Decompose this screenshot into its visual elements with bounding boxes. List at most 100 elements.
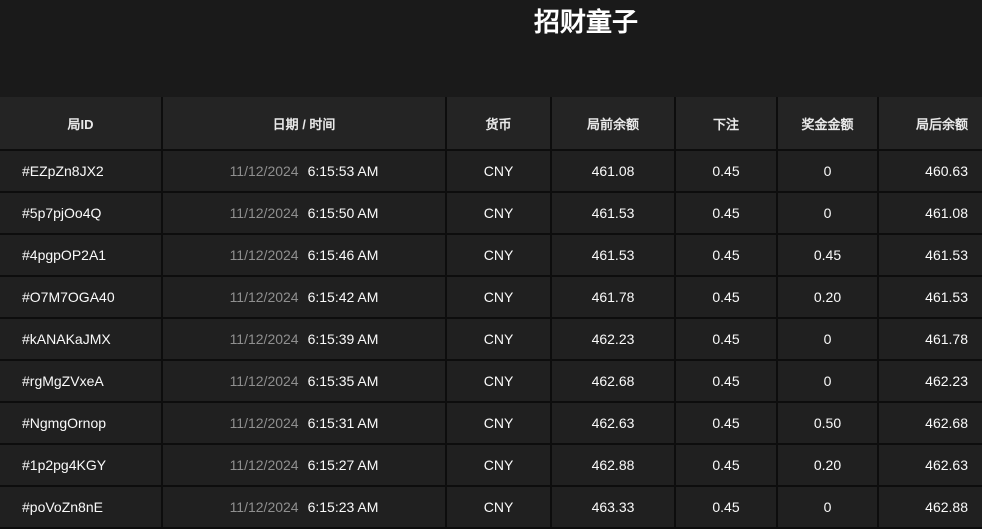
date-text: 11/12/2024	[229, 499, 299, 515]
currency-cell: CNY	[445, 444, 551, 487]
bet-cell: 0.45	[674, 360, 777, 403]
balance-after-cell: 461.53	[877, 234, 982, 277]
page-title: 招财童子	[533, 7, 639, 37]
balance-before-cell: 461.53	[550, 234, 675, 277]
datetime-cell: 11/12/2024 6:15:42 AM	[161, 276, 446, 319]
balance-after-cell: 461.08	[877, 192, 982, 235]
balance-after-cell: 461.78	[877, 318, 982, 361]
col-header-game-id: 局ID	[0, 97, 162, 151]
date-text: 11/12/2024	[229, 247, 299, 263]
datetime-cell: 11/12/2024 6:15:23 AM	[161, 486, 446, 529]
prize-cell: 0	[776, 486, 878, 529]
date-text: 11/12/2024	[229, 457, 299, 473]
game-id-cell: #kANAKaJMX	[0, 318, 162, 361]
date-text: 11/12/2024	[229, 163, 299, 179]
bet-cell: 0.45	[674, 192, 777, 235]
date-text: 11/12/2024	[229, 289, 299, 305]
datetime-cell: 11/12/2024 6:15:27 AM	[161, 444, 446, 487]
balance-after-cell: 462.68	[877, 402, 982, 445]
table-row: #EZpZn8JX2 11/12/2024 6:15:53 AM CNY 461.…	[0, 150, 982, 193]
currency-cell: CNY	[445, 192, 551, 235]
game-id-cell: #5p7pjOo4Q	[0, 192, 162, 235]
prize-cell: 0.50	[776, 402, 878, 445]
balance-before-cell: 463.33	[550, 486, 675, 529]
datetime-cell: 11/12/2024 6:15:35 AM	[161, 360, 446, 403]
game-id-cell: #rgMgZVxeA	[0, 360, 162, 403]
table-row: #poVoZn8nE 11/12/2024 6:15:23 AM CNY 463.…	[0, 486, 982, 529]
datetime-cell: 11/12/2024 6:15:31 AM	[161, 402, 446, 445]
table-row: #5p7pjOo4Q 11/12/2024 6:15:50 AM CNY 461.…	[0, 192, 982, 235]
prize-cell: 0	[776, 318, 878, 361]
bet-cell: 0.45	[674, 444, 777, 487]
bet-cell: 0.45	[674, 486, 777, 529]
game-id-cell: #poVoZn8nE	[0, 486, 162, 529]
time-text: 6:15:31 AM	[307, 415, 379, 431]
prize-cell: 0.45	[776, 234, 878, 277]
table-row: #rgMgZVxeA 11/12/2024 6:15:35 AM CNY 462.…	[0, 360, 982, 403]
time-text: 6:15:50 AM	[307, 205, 379, 221]
prize-cell: 0.20	[776, 444, 878, 487]
datetime-cell: 11/12/2024 6:15:50 AM	[161, 192, 446, 235]
time-text: 6:15:39 AM	[307, 331, 379, 347]
date-text: 11/12/2024	[229, 373, 299, 389]
date-text: 11/12/2024	[229, 331, 299, 347]
currency-cell: CNY	[445, 276, 551, 319]
balance-after-cell: 462.88	[877, 486, 982, 529]
balance-after-cell: 462.63	[877, 444, 982, 487]
col-header-datetime: 日期 / 时间	[161, 97, 446, 151]
col-header-currency: 货币	[445, 97, 551, 151]
bet-cell: 0.45	[674, 150, 777, 193]
table-row: #kANAKaJMX 11/12/2024 6:15:39 AM CNY 462.…	[0, 318, 982, 361]
game-id-cell: #EZpZn8JX2	[0, 150, 162, 193]
table-row: #4pgpOP2A1 11/12/2024 6:15:46 AM CNY 461.…	[0, 234, 982, 277]
bet-cell: 0.45	[674, 234, 777, 277]
prize-cell: 0	[776, 360, 878, 403]
game-id-cell: #NgmgOrnop	[0, 402, 162, 445]
table-row: #O7M7OGA40 11/12/2024 6:15:42 AM CNY 461.…	[0, 276, 982, 319]
balance-before-cell: 462.68	[550, 360, 675, 403]
date-text: 11/12/2024	[229, 205, 299, 221]
bet-cell: 0.45	[674, 276, 777, 319]
table-row: #1p2pg4KGY 11/12/2024 6:15:27 AM CNY 462.…	[0, 444, 982, 487]
balance-before-cell: 462.63	[550, 402, 675, 445]
currency-cell: CNY	[445, 486, 551, 529]
col-header-prize: 奖金金额	[776, 97, 878, 151]
bet-cell: 0.45	[674, 318, 777, 361]
balance-before-cell: 461.53	[550, 192, 675, 235]
time-text: 6:15:53 AM	[307, 163, 379, 179]
time-text: 6:15:42 AM	[307, 289, 379, 305]
currency-cell: CNY	[445, 234, 551, 277]
currency-cell: CNY	[445, 318, 551, 361]
prize-cell: 0.20	[776, 276, 878, 319]
prize-cell: 0	[776, 192, 878, 235]
game-id-cell: #4pgpOP2A1	[0, 234, 162, 277]
balance-before-cell: 461.08	[550, 150, 675, 193]
bet-cell: 0.45	[674, 402, 777, 445]
col-header-balance-before: 局前余额	[550, 97, 675, 151]
time-text: 6:15:27 AM	[307, 457, 379, 473]
datetime-cell: 11/12/2024 6:15:39 AM	[161, 318, 446, 361]
datetime-cell: 11/12/2024 6:15:46 AM	[161, 234, 446, 277]
balance-before-cell: 461.78	[550, 276, 675, 319]
balance-before-cell: 462.23	[550, 318, 675, 361]
datetime-cell: 11/12/2024 6:15:53 AM	[161, 150, 446, 193]
balance-after-cell: 460.63	[877, 150, 982, 193]
game-id-cell: #1p2pg4KGY	[0, 444, 162, 487]
table-row: #NgmgOrnop 11/12/2024 6:15:31 AM CNY 462.…	[0, 402, 982, 445]
game-id-cell: #O7M7OGA40	[0, 276, 162, 319]
time-text: 6:15:35 AM	[307, 373, 379, 389]
balance-after-cell: 461.53	[877, 276, 982, 319]
date-text: 11/12/2024	[229, 415, 299, 431]
currency-cell: CNY	[445, 402, 551, 445]
prize-cell: 0	[776, 150, 878, 193]
currency-cell: CNY	[445, 360, 551, 403]
bet-history-table: 局ID 日期 / 时间 货币 局前余额 下注 奖金金额 局后余额 #EZpZn8…	[0, 97, 982, 529]
balance-before-cell: 462.88	[550, 444, 675, 487]
currency-cell: CNY	[445, 150, 551, 193]
col-header-bet: 下注	[674, 97, 777, 151]
time-text: 6:15:23 AM	[307, 499, 379, 515]
header-row: 局ID 日期 / 时间 货币 局前余额 下注 奖金金额 局后余额	[0, 97, 982, 151]
col-header-balance-after: 局后余额	[877, 97, 982, 151]
time-text: 6:15:46 AM	[307, 247, 379, 263]
balance-after-cell: 462.23	[877, 360, 982, 403]
